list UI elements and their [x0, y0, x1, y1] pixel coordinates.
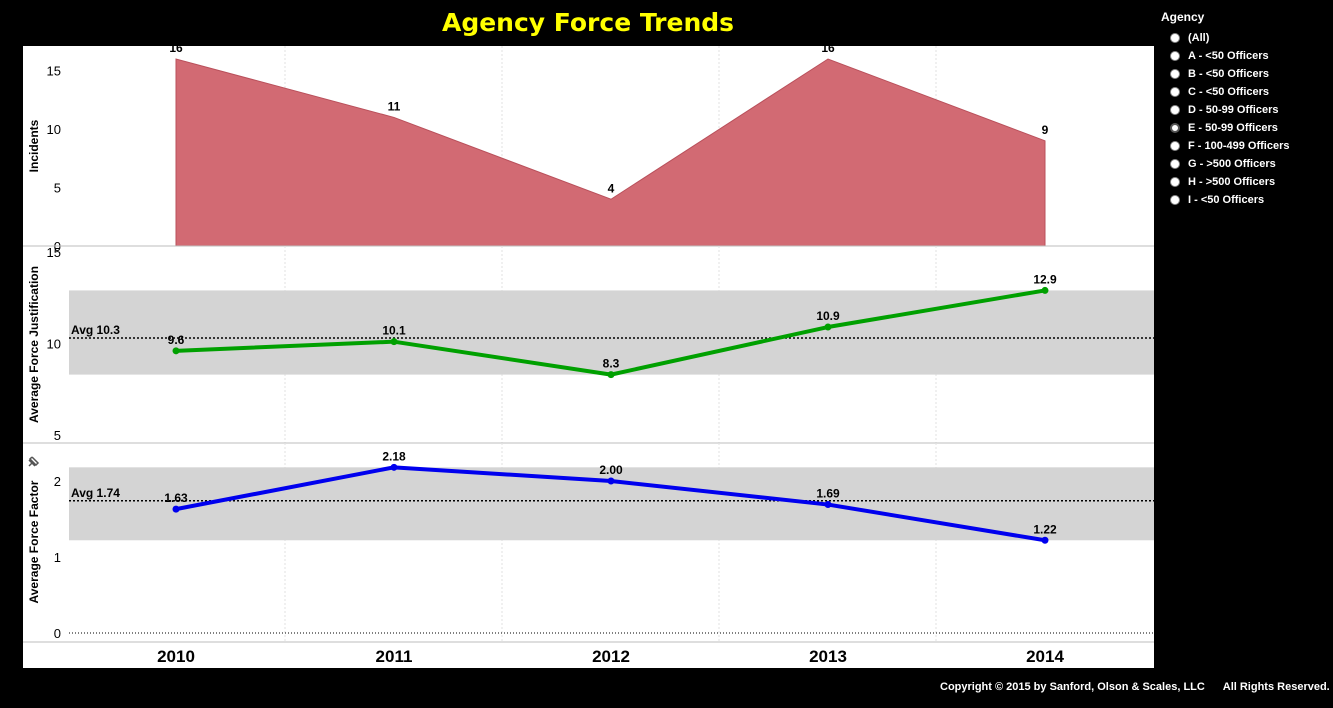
data-point — [1041, 536, 1049, 544]
y-axis-label: Average Force Justification — [27, 266, 41, 423]
agency-option-label: D - 50-99 Officers — [1188, 104, 1279, 116]
x-tick-label: 2014 — [1026, 647, 1064, 666]
data-label: 1.63 — [164, 491, 188, 505]
y-axis-label: Average Force Factor — [27, 480, 41, 603]
pin-icon[interactable] — [28, 456, 40, 467]
agency-option-label: F - 100-499 Officers — [1188, 140, 1290, 152]
chart-panel: 16114169051015IncidentsAvg 10.39.610.18.… — [23, 46, 1154, 668]
agency-filter: Agency (All) A - <50 Officers B - <50 Offi… — [1161, 10, 1290, 209]
radio-button-icon[interactable] — [1170, 123, 1180, 133]
y-tick-label: 15 — [47, 64, 61, 79]
x-tick-label: 2011 — [376, 647, 413, 666]
data-label: 10.9 — [816, 309, 840, 323]
average-label: Avg 1.74 — [71, 486, 120, 500]
incidents-area — [175, 58, 1046, 247]
agency-option-1[interactable]: A - <50 Officers — [1161, 47, 1290, 65]
agency-option-label: A - <50 Officers — [1188, 50, 1269, 62]
data-label: 1.22 — [1033, 522, 1057, 536]
agency-option-8[interactable]: H - >500 Officers — [1161, 173, 1290, 191]
data-label: 4 — [608, 181, 615, 195]
y-tick-label: 5 — [54, 181, 61, 196]
data-label: 8.3 — [603, 357, 620, 371]
agency-option-label: B - <50 Officers — [1188, 68, 1270, 80]
data-point — [607, 477, 615, 485]
y-tick-label: 1 — [54, 550, 61, 565]
agency-option-label: (All) — [1188, 32, 1210, 44]
data-point — [824, 501, 832, 509]
agency-option-2[interactable]: B - <50 Officers — [1161, 65, 1290, 83]
agency-option-label: C - <50 Officers — [1188, 86, 1270, 98]
data-point — [1041, 286, 1049, 294]
agency-option-6[interactable]: F - 100-499 Officers — [1161, 137, 1290, 155]
data-label: 16 — [821, 46, 835, 55]
radio-button-icon[interactable] — [1170, 195, 1180, 205]
y-tick-label: 2 — [54, 474, 61, 489]
agency-option-3[interactable]: C - <50 Officers — [1161, 83, 1290, 101]
agency-option-label: H - >500 Officers — [1188, 176, 1276, 188]
data-point — [607, 371, 615, 379]
agency-option-4[interactable]: D - 50-99 Officers — [1161, 101, 1290, 119]
trend-charts: 16114169051015IncidentsAvg 10.39.610.18.… — [23, 46, 1154, 666]
agency-option-label: G - >500 Officers — [1188, 158, 1276, 170]
data-point — [824, 323, 832, 331]
y-tick-label: 10 — [47, 337, 61, 352]
data-label: 1.69 — [816, 487, 840, 501]
y-axis-label: Incidents — [27, 119, 41, 172]
radio-button-icon[interactable] — [1170, 141, 1180, 151]
data-point — [390, 338, 398, 346]
y-tick-label: 0 — [54, 626, 61, 641]
radio-button-icon[interactable] — [1170, 87, 1180, 97]
x-tick-label: 2012 — [592, 647, 630, 666]
data-point — [172, 505, 180, 513]
agency-option-0[interactable]: (All) — [1161, 29, 1290, 47]
data-point — [172, 347, 180, 355]
radio-button-icon[interactable] — [1170, 51, 1180, 61]
data-label: 10.1 — [382, 324, 406, 338]
radio-button-icon[interactable] — [1170, 105, 1180, 115]
agency-option-label: E - 50-99 Officers — [1188, 122, 1278, 134]
data-label: 12.9 — [1033, 272, 1057, 286]
data-label: 9 — [1042, 123, 1049, 137]
data-label: 11 — [388, 99, 401, 113]
agency-option-label: I - <50 Officers — [1188, 194, 1265, 206]
x-tick-label: 2010 — [157, 647, 195, 666]
agency-option-5[interactable]: E - 50-99 Officers — [1161, 119, 1290, 137]
agency-option-7[interactable]: G - >500 Officers — [1161, 155, 1290, 173]
radio-button-icon[interactable] — [1170, 69, 1180, 79]
radio-button-icon[interactable] — [1170, 177, 1180, 187]
x-tick-label: 2013 — [809, 647, 847, 666]
agency-option-9[interactable]: I - <50 Officers — [1161, 191, 1290, 209]
data-point — [390, 463, 398, 471]
agency-filter-title: Agency — [1161, 10, 1205, 24]
y-tick-label: 5 — [54, 428, 61, 443]
copyright-text: Copyright © 2015 by Sanford, Olson & Sca… — [940, 681, 1330, 693]
data-label: 2.18 — [382, 449, 406, 463]
data-label: 9.6 — [168, 333, 185, 347]
dashboard-title: Agency Force Trends — [441, 8, 735, 37]
y-tick-label: 10 — [47, 122, 61, 137]
y-tick-label: 15 — [47, 245, 61, 260]
average-label: Avg 10.3 — [71, 323, 120, 337]
data-label: 2.00 — [599, 463, 623, 477]
radio-button-icon[interactable] — [1170, 159, 1180, 169]
radio-button-icon[interactable] — [1170, 33, 1180, 43]
data-label: 16 — [169, 46, 183, 55]
